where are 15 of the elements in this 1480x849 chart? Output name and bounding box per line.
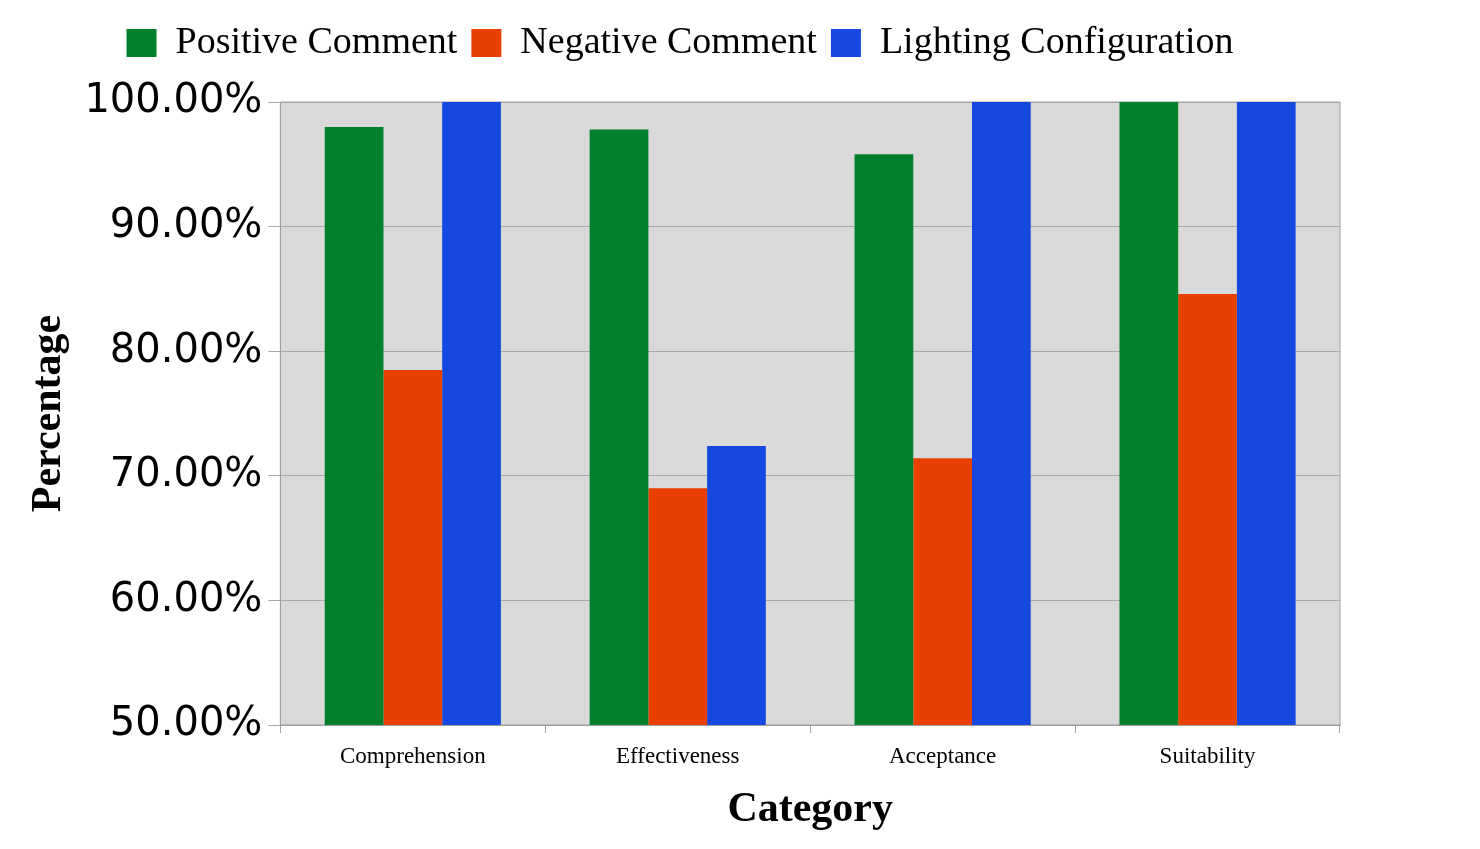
y-tick-label: 90.00% bbox=[109, 199, 263, 246]
x-tick-label: Comprehension bbox=[339, 742, 487, 768]
y-tick-label: 100.00% bbox=[84, 75, 263, 122]
y-tick-label: 70.00% bbox=[109, 449, 263, 496]
y-axis-title: Percentage bbox=[23, 314, 70, 513]
x-tick-label: Effectiveness bbox=[616, 742, 740, 768]
y-tick-label: 80.00% bbox=[109, 324, 263, 371]
y-tick-label: 60.00% bbox=[109, 573, 263, 620]
x-tick-label: Suitability bbox=[1159, 742, 1256, 768]
y-tick-label: 50.00% bbox=[109, 698, 263, 745]
x-tick-label: Acceptance bbox=[889, 742, 997, 768]
x-axis-title: Category bbox=[727, 783, 893, 830]
legend-label: Positive Comment bbox=[175, 18, 458, 61]
legend-label: Negative Comment bbox=[520, 18, 818, 61]
legend-label: Lighting Configuration bbox=[879, 18, 1234, 61]
